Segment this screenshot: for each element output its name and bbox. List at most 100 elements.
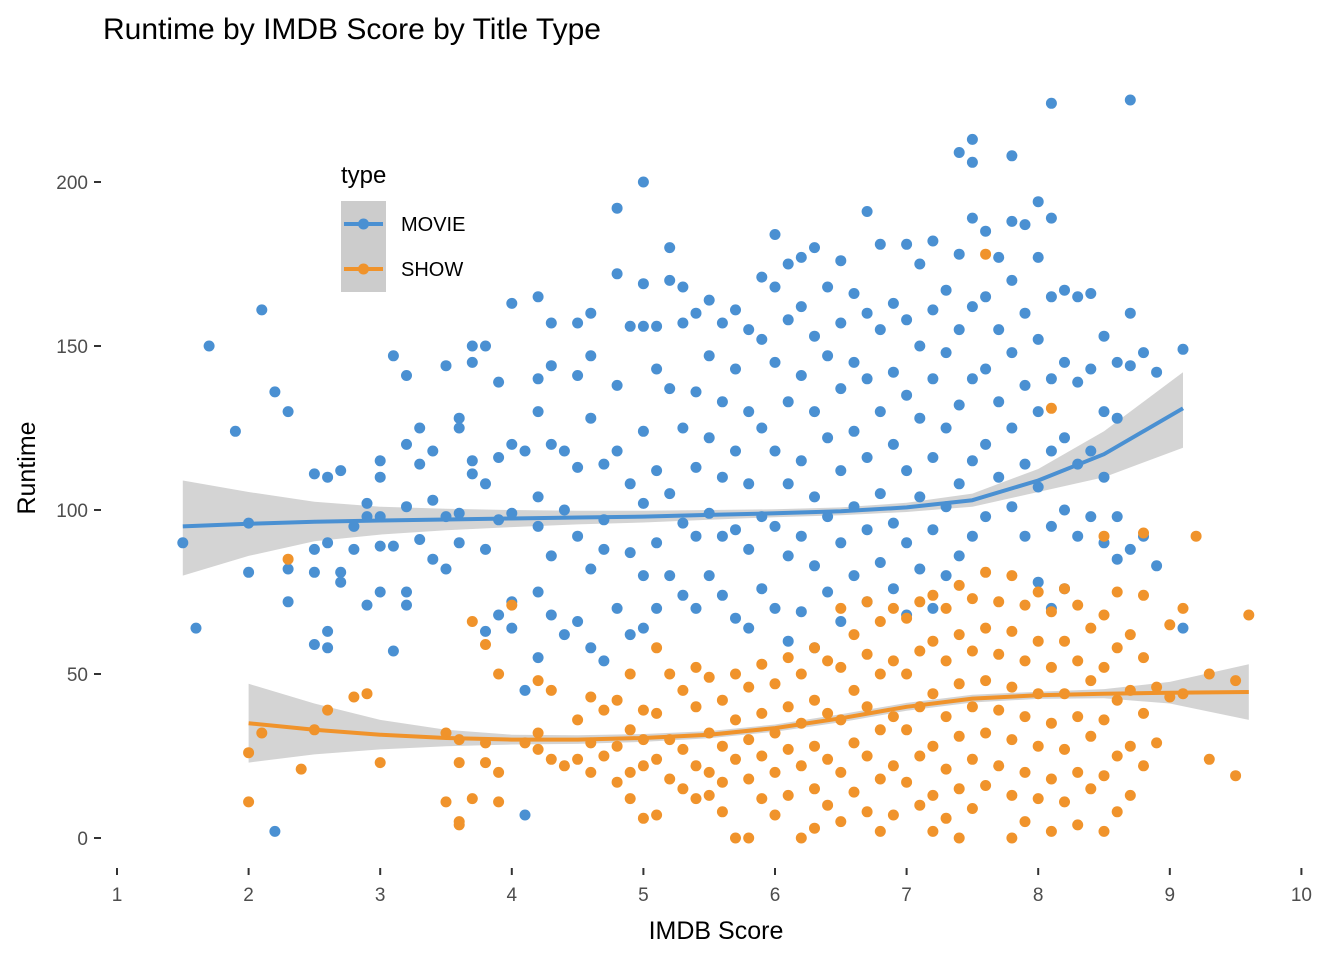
point-movie bbox=[374, 586, 386, 598]
legend-key-background bbox=[341, 201, 386, 292]
point-movie bbox=[624, 547, 636, 559]
point-movie bbox=[953, 478, 965, 490]
point-movie bbox=[1098, 406, 1110, 418]
point-movie bbox=[861, 452, 873, 463]
point-movie bbox=[887, 438, 899, 450]
point-show bbox=[743, 773, 755, 785]
point-movie bbox=[401, 599, 412, 611]
point-movie bbox=[914, 563, 926, 575]
point-show bbox=[624, 668, 636, 680]
point-movie bbox=[861, 307, 873, 319]
point-show bbox=[585, 691, 597, 703]
point-movie bbox=[809, 560, 820, 572]
point-show bbox=[966, 593, 978, 605]
point-movie bbox=[361, 497, 373, 509]
confidence-band-show bbox=[248, 664, 1249, 763]
point-movie bbox=[585, 307, 597, 319]
point-movie bbox=[927, 304, 939, 316]
point-show bbox=[1151, 681, 1163, 693]
point-show bbox=[545, 684, 557, 696]
point-show bbox=[1085, 730, 1097, 742]
point-show bbox=[1098, 661, 1110, 673]
point-movie bbox=[782, 635, 794, 647]
point-show bbox=[835, 766, 847, 778]
point-movie bbox=[282, 596, 294, 608]
point-show bbox=[611, 776, 623, 788]
point-movie bbox=[1072, 291, 1084, 303]
point-movie bbox=[637, 570, 649, 582]
point-movie bbox=[690, 307, 702, 319]
point-movie bbox=[401, 501, 412, 513]
point-movie bbox=[1085, 511, 1097, 523]
point-movie bbox=[637, 622, 649, 634]
point-movie bbox=[545, 609, 557, 621]
point-movie bbox=[1124, 543, 1136, 555]
point-movie bbox=[598, 458, 610, 470]
point-movie bbox=[901, 465, 913, 477]
point-show bbox=[835, 602, 847, 614]
point-movie bbox=[822, 281, 834, 293]
point-show bbox=[440, 796, 452, 808]
point-movie bbox=[927, 602, 939, 614]
point-movie bbox=[545, 550, 557, 562]
point-movie bbox=[1111, 356, 1123, 368]
point-show bbox=[980, 566, 992, 578]
point-show bbox=[1138, 760, 1149, 772]
point-movie bbox=[269, 386, 281, 398]
point-show bbox=[677, 783, 689, 795]
point-show bbox=[1045, 825, 1057, 837]
point-movie bbox=[1032, 481, 1044, 493]
point-movie bbox=[506, 438, 518, 450]
point-movie bbox=[506, 297, 518, 309]
point-movie bbox=[716, 589, 728, 601]
point-movie bbox=[940, 347, 952, 359]
point-movie bbox=[1032, 406, 1044, 418]
point-show bbox=[1059, 743, 1070, 755]
point-movie bbox=[1085, 288, 1097, 299]
point-show bbox=[493, 796, 505, 808]
point-show bbox=[730, 753, 741, 765]
point-movie bbox=[782, 314, 794, 326]
point-movie bbox=[861, 373, 873, 385]
point-movie bbox=[1098, 330, 1110, 342]
point-show bbox=[730, 668, 741, 680]
point-movie bbox=[348, 520, 360, 532]
point-movie bbox=[835, 465, 847, 477]
point-show bbox=[361, 688, 373, 700]
point-show bbox=[348, 691, 360, 703]
point-show bbox=[782, 701, 794, 713]
point-movie bbox=[637, 425, 649, 437]
point-movie bbox=[782, 396, 794, 408]
point-show bbox=[822, 799, 834, 811]
point-movie bbox=[914, 258, 926, 270]
point-movie bbox=[874, 557, 886, 568]
point-movie bbox=[1098, 471, 1110, 483]
point-movie bbox=[177, 537, 189, 549]
point-movie bbox=[1059, 504, 1070, 516]
point-movie bbox=[637, 497, 649, 509]
point-movie bbox=[940, 284, 952, 296]
point-show bbox=[1098, 530, 1110, 542]
point-show bbox=[953, 730, 965, 742]
point-show bbox=[703, 766, 715, 778]
point-movie bbox=[677, 281, 689, 293]
point-movie bbox=[532, 291, 544, 303]
chart-title: Runtime by IMDB Score by Title Type bbox=[103, 13, 601, 46]
point-movie bbox=[374, 540, 386, 552]
point-movie bbox=[1032, 333, 1044, 345]
point-movie bbox=[769, 229, 781, 240]
point-movie bbox=[229, 425, 241, 437]
point-show bbox=[966, 701, 978, 713]
point-movie bbox=[677, 317, 689, 329]
point-show bbox=[1045, 402, 1057, 414]
point-show bbox=[1072, 819, 1084, 831]
point-show bbox=[1006, 570, 1018, 582]
point-movie bbox=[532, 373, 544, 385]
point-show bbox=[730, 714, 741, 726]
point-show bbox=[887, 809, 899, 821]
point-movie bbox=[1177, 343, 1189, 355]
point-movie bbox=[1111, 412, 1123, 424]
point-show bbox=[677, 684, 689, 696]
point-movie bbox=[743, 324, 755, 336]
legend-label-show: SHOW bbox=[401, 259, 463, 281]
